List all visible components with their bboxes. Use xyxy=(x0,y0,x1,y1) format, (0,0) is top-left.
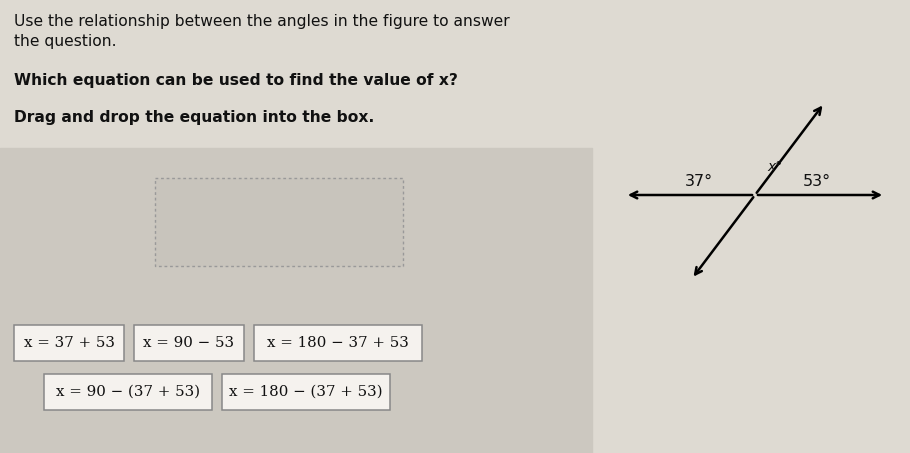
Bar xyxy=(254,325,422,361)
Text: x = 180 − (37 + 53): x = 180 − (37 + 53) xyxy=(229,385,383,399)
Text: 37°: 37° xyxy=(685,173,713,188)
Text: the question.: the question. xyxy=(14,34,116,49)
Bar xyxy=(134,325,244,361)
Text: x = 37 + 53: x = 37 + 53 xyxy=(24,336,115,350)
Bar xyxy=(44,374,212,410)
Text: x = 90 − (37 + 53): x = 90 − (37 + 53) xyxy=(56,385,200,399)
Text: Which equation can be used to find the value of x?: Which equation can be used to find the v… xyxy=(14,73,458,88)
Text: x = 90 − 53: x = 90 − 53 xyxy=(144,336,235,350)
Bar xyxy=(222,374,390,410)
Text: Use the relationship between the angles in the figure to answer: Use the relationship between the angles … xyxy=(14,14,510,29)
Bar xyxy=(155,178,403,266)
Text: x = 180 − 37 + 53: x = 180 − 37 + 53 xyxy=(267,336,409,350)
Bar xyxy=(0,148,592,453)
Text: 53°: 53° xyxy=(803,173,831,188)
Bar xyxy=(14,325,124,361)
Text: x°: x° xyxy=(767,160,783,174)
Text: Drag and drop the equation into the box.: Drag and drop the equation into the box. xyxy=(14,110,374,125)
